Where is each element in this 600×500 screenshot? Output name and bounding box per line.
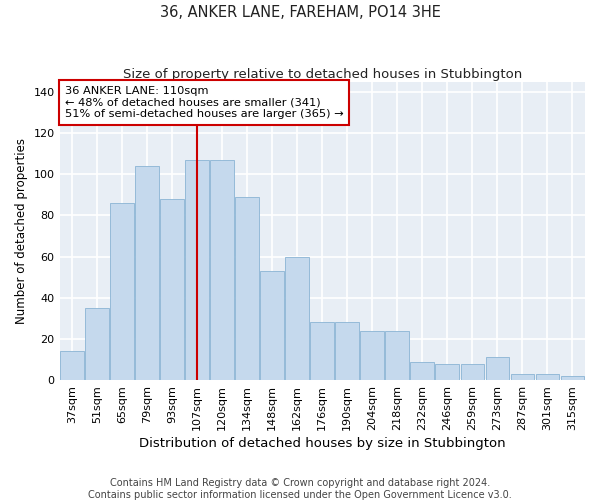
Bar xyxy=(410,362,434,380)
Bar xyxy=(210,160,234,380)
Y-axis label: Number of detached properties: Number of detached properties xyxy=(15,138,28,324)
X-axis label: Distribution of detached houses by size in Stubbington: Distribution of detached houses by size … xyxy=(139,437,506,450)
Bar xyxy=(560,376,584,380)
Bar xyxy=(135,166,159,380)
Text: 36, ANKER LANE, FAREHAM, PO14 3HE: 36, ANKER LANE, FAREHAM, PO14 3HE xyxy=(160,5,440,20)
Bar xyxy=(85,308,109,380)
Bar xyxy=(60,352,84,380)
Bar xyxy=(160,199,184,380)
Bar xyxy=(511,374,535,380)
Bar xyxy=(310,322,334,380)
Bar xyxy=(385,330,409,380)
Text: Contains HM Land Registry data © Crown copyright and database right 2024.
Contai: Contains HM Land Registry data © Crown c… xyxy=(88,478,512,500)
Bar xyxy=(185,160,209,380)
Bar xyxy=(536,374,559,380)
Bar xyxy=(260,271,284,380)
Bar xyxy=(461,364,484,380)
Bar xyxy=(110,203,134,380)
Bar xyxy=(286,256,309,380)
Text: 36 ANKER LANE: 110sqm
← 48% of detached houses are smaller (341)
51% of semi-det: 36 ANKER LANE: 110sqm ← 48% of detached … xyxy=(65,86,343,120)
Bar xyxy=(485,358,509,380)
Bar xyxy=(335,322,359,380)
Title: Size of property relative to detached houses in Stubbington: Size of property relative to detached ho… xyxy=(122,68,522,80)
Bar xyxy=(235,197,259,380)
Bar xyxy=(436,364,459,380)
Bar xyxy=(361,330,384,380)
